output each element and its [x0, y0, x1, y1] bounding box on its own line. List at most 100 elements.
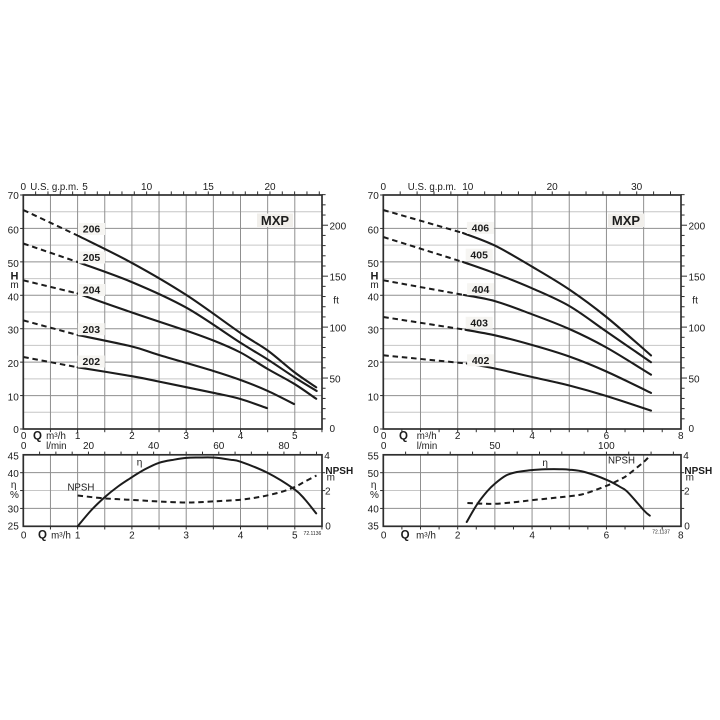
svg-text:0: 0: [21, 441, 27, 452]
svg-text:10: 10: [8, 393, 20, 404]
svg-text:15: 15: [203, 182, 215, 193]
svg-text:m: m: [10, 280, 18, 291]
svg-text:U.S. g.p.m.: U.S. g.p.m.: [30, 182, 78, 193]
svg-text:60: 60: [213, 441, 225, 452]
svg-text:H: H: [11, 271, 19, 283]
svg-text:404: 404: [472, 284, 490, 296]
svg-text:200: 200: [689, 222, 706, 233]
svg-text:5: 5: [292, 431, 298, 442]
svg-text:NPSH: NPSH: [608, 455, 635, 466]
svg-text:η: η: [371, 480, 377, 491]
svg-text:406: 406: [472, 223, 490, 235]
svg-text:202: 202: [83, 356, 101, 368]
svg-text:60: 60: [368, 225, 380, 236]
svg-text:ft: ft: [692, 296, 698, 307]
svg-text:2: 2: [129, 531, 135, 542]
svg-text:40: 40: [8, 469, 20, 480]
svg-text:50: 50: [368, 469, 380, 480]
svg-text:100: 100: [598, 441, 615, 452]
svg-text:35: 35: [368, 521, 380, 532]
svg-text:405: 405: [470, 249, 488, 261]
svg-text:ft: ft: [333, 296, 339, 307]
svg-text:30: 30: [8, 505, 20, 516]
svg-text:0: 0: [381, 431, 387, 442]
svg-text:20: 20: [547, 182, 559, 193]
svg-text:0: 0: [21, 431, 27, 442]
svg-text:70: 70: [368, 191, 380, 202]
svg-text:NPSH: NPSH: [67, 483, 94, 494]
svg-text:m3/h: m3/h: [417, 431, 437, 442]
svg-text:6: 6: [604, 431, 610, 442]
svg-text:Q: Q: [399, 431, 408, 443]
svg-text:403: 403: [470, 318, 488, 330]
svg-text:30: 30: [368, 326, 380, 337]
svg-text:MXP: MXP: [612, 213, 641, 228]
svg-text:3: 3: [183, 431, 189, 442]
svg-text:40: 40: [8, 292, 20, 303]
svg-text:0: 0: [13, 425, 19, 436]
svg-text:%: %: [370, 490, 379, 501]
svg-text:0: 0: [21, 531, 27, 542]
svg-text:MXP: MXP: [261, 213, 290, 228]
svg-text:50: 50: [8, 259, 20, 270]
svg-text:8: 8: [678, 531, 684, 542]
svg-text:45: 45: [8, 451, 20, 462]
svg-text:2: 2: [684, 486, 690, 497]
svg-text:Q: Q: [33, 431, 42, 443]
svg-text:1: 1: [75, 531, 81, 542]
svg-text:100: 100: [689, 324, 706, 335]
svg-text:50: 50: [689, 375, 701, 386]
svg-text:72.1137: 72.1137: [652, 529, 670, 535]
svg-text:4: 4: [238, 431, 244, 442]
svg-text:20: 20: [8, 359, 20, 370]
svg-text:10: 10: [368, 393, 380, 404]
svg-text:Q: Q: [38, 530, 47, 542]
svg-text:100: 100: [330, 324, 347, 335]
svg-text:8: 8: [678, 431, 684, 442]
svg-text:150: 150: [330, 273, 347, 284]
svg-text:U.S. g.p.m.: U.S. g.p.m.: [408, 182, 456, 193]
svg-text:0: 0: [381, 182, 387, 193]
svg-text:205: 205: [83, 252, 101, 264]
svg-text:%: %: [10, 490, 19, 501]
svg-text:H: H: [371, 271, 379, 283]
svg-text:206: 206: [83, 224, 101, 236]
svg-text:2: 2: [325, 486, 331, 497]
svg-text:4: 4: [683, 451, 689, 462]
svg-text:40: 40: [368, 292, 380, 303]
svg-text:0: 0: [325, 521, 331, 532]
svg-text:2: 2: [455, 531, 461, 542]
svg-text:m3/h: m3/h: [51, 531, 71, 542]
svg-text:2: 2: [129, 431, 135, 442]
svg-text:40: 40: [148, 441, 160, 452]
svg-text:72.1136: 72.1136: [304, 531, 322, 537]
svg-text:0: 0: [373, 425, 379, 436]
svg-text:60: 60: [8, 225, 20, 236]
svg-text:0: 0: [684, 521, 690, 532]
svg-text:NPSH: NPSH: [325, 466, 353, 477]
svg-text:30: 30: [8, 326, 20, 337]
svg-text:0: 0: [689, 424, 695, 435]
svg-text:4: 4: [529, 431, 535, 442]
svg-text:150: 150: [689, 273, 706, 284]
svg-text:20: 20: [368, 359, 380, 370]
svg-text:70: 70: [8, 191, 20, 202]
svg-text:204: 204: [83, 285, 101, 297]
svg-text:4: 4: [238, 531, 244, 542]
svg-text:10: 10: [141, 182, 153, 193]
svg-text:4: 4: [324, 451, 330, 462]
svg-text:m3/h: m3/h: [416, 531, 436, 542]
svg-text:3: 3: [183, 531, 189, 542]
svg-text:l/min: l/min: [417, 441, 437, 452]
svg-text:30: 30: [631, 182, 643, 193]
svg-text:η: η: [542, 458, 548, 469]
svg-text:η: η: [137, 458, 143, 469]
svg-text:l/min: l/min: [46, 441, 66, 452]
svg-text:4: 4: [529, 531, 535, 542]
svg-text:m3/h: m3/h: [46, 431, 66, 442]
svg-text:50: 50: [489, 441, 501, 452]
svg-text:0: 0: [21, 182, 27, 193]
svg-text:Q: Q: [401, 530, 410, 542]
svg-text:10: 10: [462, 182, 474, 193]
svg-text:η: η: [11, 480, 17, 491]
